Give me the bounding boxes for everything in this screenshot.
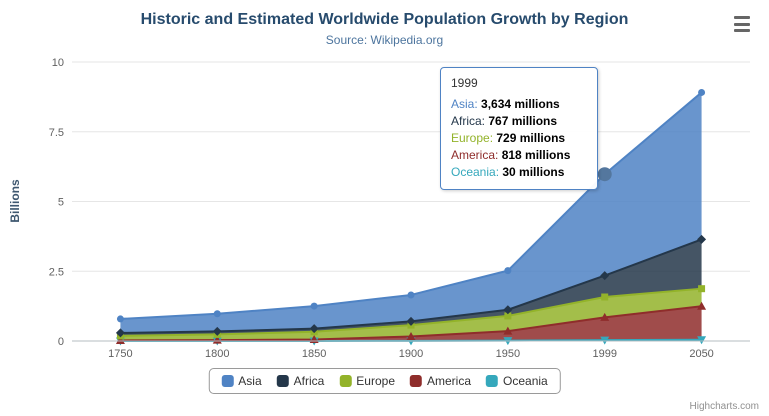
legend-label: Oceania <box>503 374 548 388</box>
legend-item-europe[interactable]: Europe <box>339 374 395 388</box>
point-marker[interactable] <box>698 88 706 96</box>
point-marker[interactable] <box>504 267 512 275</box>
point-marker[interactable] <box>115 328 125 338</box>
legend-label: America <box>427 374 472 388</box>
point-marker[interactable] <box>406 331 416 340</box>
legend-swatch <box>221 375 234 387</box>
y-axis-label: 2.5 <box>49 266 64 278</box>
point-marker[interactable] <box>697 234 707 244</box>
chart-title: Historic and Estimated Worldwide Populat… <box>140 11 629 28</box>
point-marker[interactable] <box>407 291 415 299</box>
series-area-asia[interactable] <box>120 92 702 333</box>
legend-item-asia[interactable]: Asia <box>221 374 262 388</box>
legend-label: Europe <box>356 374 396 388</box>
series-area-africa[interactable] <box>120 239 702 336</box>
tooltip-header: 1999 <box>451 76 478 90</box>
point-marker[interactable] <box>309 324 319 334</box>
tooltip-rows: Asia: 3,634 millions Africa: 767 millions… <box>451 96 587 181</box>
y-axis-label: 7.5 <box>49 127 64 139</box>
point-marker[interactable] <box>600 312 610 321</box>
legend-swatch <box>410 375 423 387</box>
chart-subtitle: Source: Wikipedia.org <box>325 33 444 47</box>
point-marker[interactable] <box>698 285 706 293</box>
x-axis-label: 1999 <box>592 348 616 360</box>
point-marker[interactable] <box>212 326 222 336</box>
x-axis-label: 1900 <box>399 348 423 360</box>
y-axis-label: 10 <box>52 57 64 69</box>
legend-item-america[interactable]: America <box>410 374 471 388</box>
point-marker[interactable] <box>115 335 125 344</box>
y-axis-label: 5 <box>58 197 64 209</box>
hovered-point[interactable] <box>597 167 612 182</box>
point-marker[interactable] <box>213 310 221 318</box>
tooltip-row: Europe: 729 millions <box>451 131 566 145</box>
x-axis-label: 2050 <box>689 348 713 360</box>
credits-link[interactable]: Highcharts.com <box>689 401 759 412</box>
tooltip-row: Oceania: 30 millions <box>451 165 565 179</box>
y-axis-title: Billions <box>8 179 22 223</box>
tooltip: 1999 Asia: 3,634 millions Africa: 767 mil… <box>440 67 598 190</box>
legend-item-oceania[interactable]: Oceania <box>486 374 548 388</box>
point-marker[interactable] <box>212 335 222 344</box>
point-marker[interactable] <box>406 316 416 326</box>
legend-item-africa[interactable]: Africa <box>276 374 325 388</box>
legend-swatch <box>486 375 499 387</box>
point-marker[interactable] <box>503 305 513 315</box>
x-axis-label: 1950 <box>496 348 520 360</box>
point-marker[interactable] <box>601 293 609 301</box>
series-area-america[interactable] <box>120 306 702 341</box>
y-axis-label: 0 <box>58 336 64 348</box>
legend: Asia Africa Europe America Oceania <box>208 368 561 394</box>
x-axis-label: 1850 <box>302 348 326 360</box>
point-marker[interactable] <box>600 271 610 281</box>
point-marker[interactable] <box>310 302 318 310</box>
point-marker[interactable] <box>504 312 512 320</box>
legend-label: Asia <box>238 374 262 388</box>
context-menu-button[interactable] <box>730 14 754 34</box>
x-axis-label: 1750 <box>108 348 132 360</box>
point-marker[interactable] <box>697 336 707 345</box>
legend-label: Africa <box>293 374 325 388</box>
point-marker[interactable] <box>503 326 513 335</box>
legend-swatch <box>339 375 352 387</box>
point-marker[interactable] <box>697 301 707 310</box>
point-marker[interactable] <box>116 315 124 323</box>
tooltip-row: America: 818 millions <box>451 148 571 162</box>
tooltip-row: Africa: 767 millions <box>451 114 558 128</box>
x-axis-label: 1800 <box>205 348 229 360</box>
legend-swatch <box>276 375 289 387</box>
tooltip-row: Asia: 3,634 millions <box>451 97 560 111</box>
